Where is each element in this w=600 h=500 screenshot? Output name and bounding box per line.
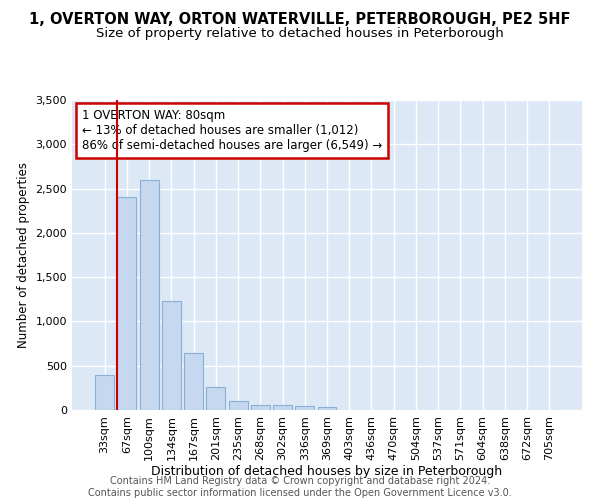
Text: Contains HM Land Registry data © Crown copyright and database right 2024.
Contai: Contains HM Land Registry data © Crown c… (88, 476, 512, 498)
Bar (95, 376, 114, 410)
Bar (118, 198, 136, 410)
Bar (317, 408, 337, 410)
Text: 1 OVERTON WAY: 80sqm
← 13% of detached houses are smaller (1,012)
86% of semi-de: 1 OVERTON WAY: 80sqm ← 13% of detached h… (82, 110, 382, 152)
Bar (295, 406, 314, 410)
Bar (162, 301, 181, 410)
Bar (251, 404, 270, 410)
Text: Size of property relative to detached houses in Peterborough: Size of property relative to detached ho… (96, 28, 504, 40)
Bar (184, 354, 203, 410)
Bar (229, 401, 248, 410)
Text: 1, OVERTON WAY, ORTON WATERVILLE, PETERBOROUGH, PE2 5HF: 1, OVERTON WAY, ORTON WATERVILLE, PETERB… (29, 12, 571, 28)
Bar (273, 405, 292, 410)
Bar (206, 388, 225, 410)
Y-axis label: Number of detached properties: Number of detached properties (17, 162, 30, 348)
X-axis label: Distribution of detached houses by size in Peterborough: Distribution of detached houses by size … (151, 466, 503, 478)
Bar (140, 180, 158, 410)
